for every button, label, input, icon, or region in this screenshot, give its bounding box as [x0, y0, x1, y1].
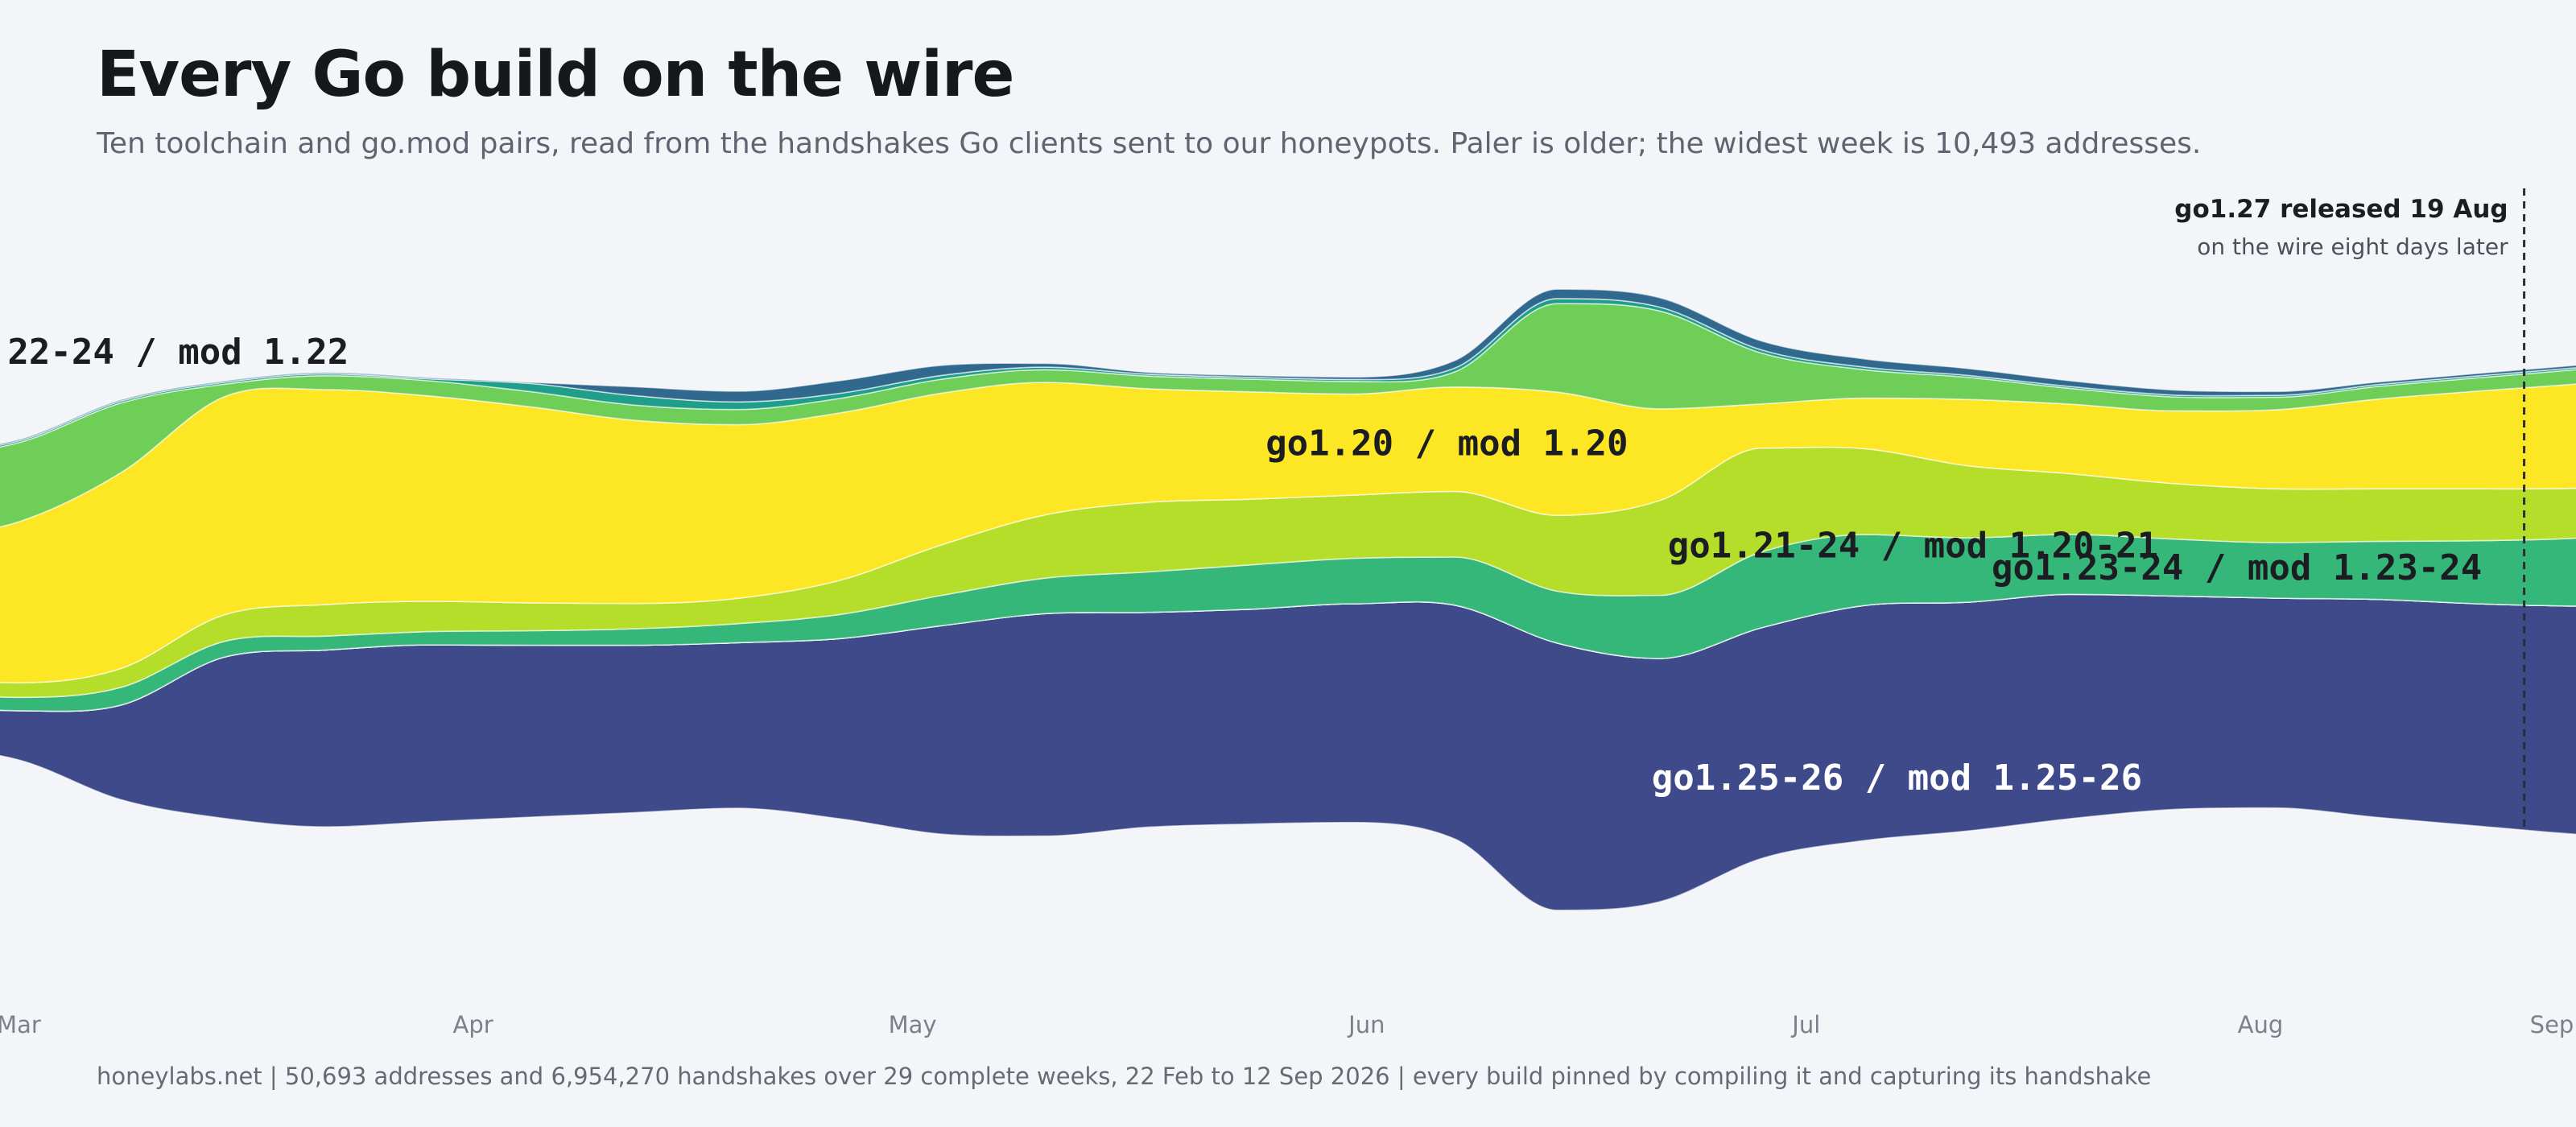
x-tick-label-mar: Mar [0, 1011, 41, 1038]
stream-layer-s10 [0, 288, 2576, 446]
x-tick-label-jul: Jul [1790, 1011, 1820, 1038]
series-label-s6: go1.21-24 / mod 1.20-21 [1668, 526, 2158, 567]
release-annotation-subtitle: on the wire eight days later [2197, 233, 2508, 260]
series-labels: go1.25-26 / mod 1.25-26 go1.23-24 / mod 1… [0, 332, 2482, 799]
x-tick-label-aug: Aug [2238, 1011, 2284, 1038]
x-tick-label-may: May [889, 1011, 937, 1038]
x-tick-label-jun: Jun [1347, 1011, 1385, 1038]
x-tick-label-sep: Sep [2530, 1011, 2574, 1038]
series-label-s8: go1.22-24 / mod 1.22 [0, 332, 349, 373]
x-axis: Mar Apr May Jun Jul Aug Sep [0, 1011, 2574, 1038]
x-tick-label-apr: Apr [453, 1011, 493, 1038]
series-label-s7: go1.20 / mod 1.20 [1265, 423, 1628, 464]
stream-layers [0, 288, 2576, 911]
chart-footer: honeylabs.net | 50,693 addresses and 6,9… [97, 1063, 2152, 1090]
series-label-s1: go1.25-26 / mod 1.25-26 [1652, 758, 2142, 799]
chart-title: Every Go build on the wire [97, 39, 1014, 111]
series-label-s5: go1.23-24 / mod 1.23-24 [1992, 547, 2482, 588]
release-annotation-title: go1.27 released 19 Aug [2174, 195, 2508, 224]
chart-subtitle: Ten toolchain and go.mod pairs, read fro… [97, 127, 2202, 160]
